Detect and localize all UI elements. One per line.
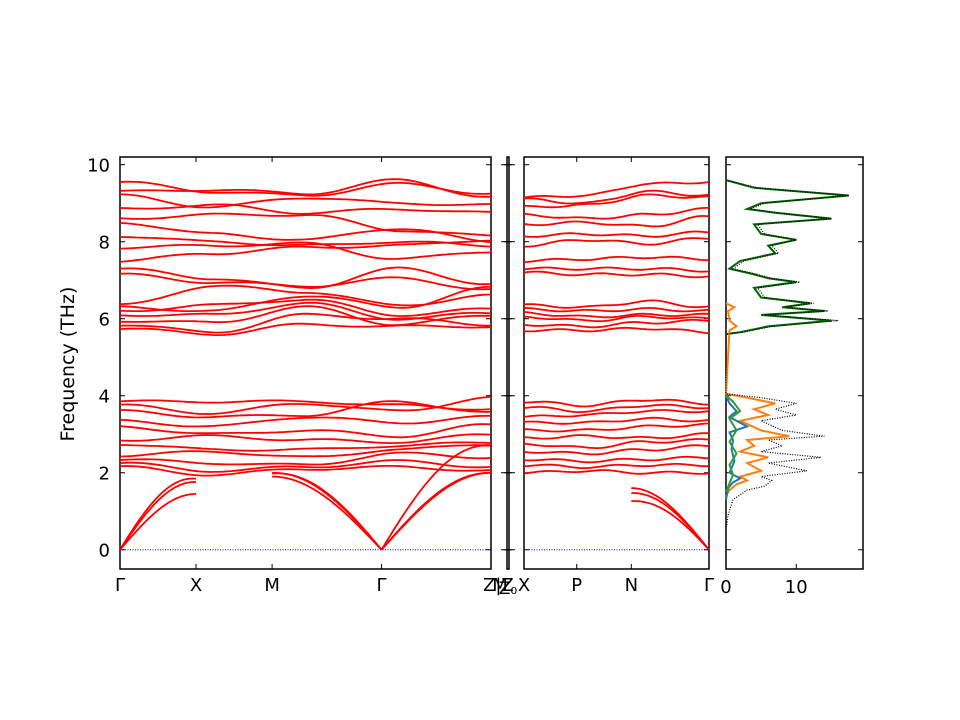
acoustic-branch <box>272 475 383 551</box>
dos-series-line <box>725 395 750 500</box>
band-line <box>523 270 710 279</box>
band-line <box>119 178 492 198</box>
path-tick-label: Γ <box>115 575 125 596</box>
band-line <box>523 438 710 449</box>
path-tick-label: Z₀ <box>499 579 518 599</box>
path-tick-label: P <box>571 575 582 596</box>
y-axis-label: Frequency (THz) <box>57 287 79 442</box>
band-line <box>523 181 710 199</box>
band-line <box>524 422 709 433</box>
band-line <box>119 301 492 321</box>
panel-frame-path2 <box>506 156 510 570</box>
acoustic-branch <box>119 477 197 551</box>
band-line <box>523 311 710 319</box>
band-line <box>119 241 491 260</box>
band-line <box>119 239 492 263</box>
band-line <box>523 403 710 413</box>
band-line <box>523 189 710 205</box>
band-line <box>523 266 710 273</box>
band-line <box>523 215 710 228</box>
band-line <box>523 255 709 263</box>
band-line <box>119 423 492 439</box>
band-line <box>119 272 492 291</box>
acoustic-branch <box>272 472 383 551</box>
path-tick-label: X <box>518 575 530 596</box>
band-line <box>119 441 492 452</box>
band-line <box>523 319 710 329</box>
acoustic-branch <box>631 487 710 551</box>
acoustic-branch <box>380 471 492 551</box>
band-line <box>119 451 492 466</box>
dos-series-line <box>725 394 742 493</box>
acoustic-branch <box>272 472 383 551</box>
band-line <box>120 193 491 209</box>
acoustic-branch <box>380 444 492 551</box>
path-tick-label: M <box>492 575 508 596</box>
acoustic-branch <box>119 493 197 551</box>
band-line <box>524 237 710 248</box>
band-line <box>119 180 492 197</box>
acoustic-branch <box>119 481 197 551</box>
band-line <box>523 230 710 238</box>
band-line <box>523 409 710 418</box>
band-line <box>524 398 709 408</box>
band-line <box>523 315 710 323</box>
band-line <box>119 459 492 473</box>
band-line <box>119 322 492 336</box>
band-line <box>119 305 492 326</box>
band-line <box>120 400 491 419</box>
band-line <box>119 298 492 317</box>
band-line <box>523 306 709 313</box>
band-line <box>523 207 710 220</box>
band-line <box>523 469 710 475</box>
band-line <box>119 236 492 248</box>
band-line <box>119 433 492 445</box>
panel-frame-path3 <box>523 156 710 570</box>
ytick-label: 4 <box>99 387 110 408</box>
band-line <box>523 463 709 469</box>
ytick-label: 2 <box>99 464 110 485</box>
dos-series-line <box>724 302 790 497</box>
band-line <box>119 222 492 243</box>
path-tick-label: N <box>625 575 638 596</box>
band-line <box>523 326 710 335</box>
band-line <box>119 465 492 477</box>
dos-xtick-label: 0 <box>720 577 731 598</box>
band-line <box>523 299 710 309</box>
path-tick-label: X <box>190 575 202 596</box>
acoustic-branch <box>631 500 710 551</box>
band-line <box>523 432 710 440</box>
path-tick-label: M <box>264 575 280 596</box>
dos-series-line <box>725 179 849 531</box>
path-tick-label: Z|Z <box>483 575 514 596</box>
band-line <box>119 444 491 458</box>
ytick-label: 6 <box>99 310 110 331</box>
band-line <box>119 266 492 290</box>
band-line <box>119 203 492 215</box>
panel-frame-path1 <box>119 156 492 570</box>
path-tick-label: Γ <box>377 575 387 596</box>
acoustic-branch <box>380 472 491 551</box>
dos-series-line <box>725 179 849 336</box>
band-line <box>119 415 491 428</box>
ytick-label: 10 <box>87 156 110 177</box>
dos-xtick-label: 10 <box>785 577 808 598</box>
band-line <box>523 416 710 425</box>
ytick-label: 8 <box>99 233 110 254</box>
acoustic-branch <box>631 492 710 551</box>
path-tick-label: Γ <box>704 575 714 596</box>
ytick-label: 0 <box>99 541 110 562</box>
band-line <box>524 193 710 209</box>
band-line <box>523 455 710 464</box>
band-line <box>119 396 492 415</box>
band-line <box>523 444 710 456</box>
band-line <box>120 312 491 334</box>
dos-frame <box>725 156 864 570</box>
band-line <box>119 286 491 312</box>
